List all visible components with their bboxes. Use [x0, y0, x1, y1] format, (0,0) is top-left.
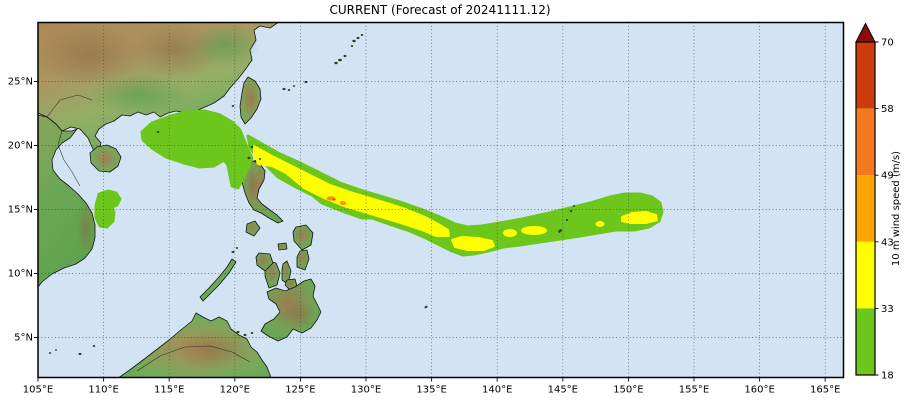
colorbar-tick-label: 43 [881, 237, 894, 248]
plot-title: CURRENT (Forecast of 20241111.12) [329, 3, 550, 17]
swath-green-18-33 [94, 109, 664, 257]
lat-label: 20°N [8, 141, 33, 152]
landmass-taiwan [239, 76, 262, 125]
colorbar-tick-label: 49 [881, 171, 894, 182]
landmass-hainan [89, 144, 122, 173]
graticule [38, 22, 844, 378]
colorbar-segment-49-58 [856, 108, 875, 176]
terrain-texture [38, 23, 318, 368]
colorbar-segment-43-49 [856, 175, 875, 242]
lon-label: 155°E [679, 385, 709, 396]
lon-label: 140°E [482, 385, 512, 396]
landmasses [38, 22, 322, 378]
country-borders [46, 94, 251, 372]
colorbar-tick-label: 18 [881, 371, 894, 382]
lon-label: 125°E [285, 385, 315, 396]
colorbar-tick-labels: 70 58 49 43 33 18 [881, 38, 894, 382]
colorbar-tick-label: 33 [881, 304, 894, 315]
colorbar-segment-18-33 [856, 308, 875, 375]
lon-label: 120°E [220, 385, 250, 396]
colorbar-ticks [875, 41, 879, 376]
lon-label: 145°E [548, 385, 578, 396]
swath-yellow-33-43 [253, 145, 658, 251]
lon-label: 115°E [154, 385, 184, 396]
lat-label: 10°N [8, 269, 33, 280]
lat-label: 5°N [14, 333, 33, 344]
small-islands [48, 34, 576, 356]
swath-orange-43-49 [326, 196, 347, 205]
colorbar-segment-33-43 [856, 241, 875, 309]
colorbar-axis-label: 10 m wind speed (m/s) [891, 151, 902, 266]
plot-frame [37, 21, 845, 379]
colorbar: 70 58 49 43 33 18 10 m wind speed (m/s) [855, 22, 902, 382]
axis-ticks [34, 81, 826, 382]
lat-label: 25°N [8, 77, 33, 88]
colorbar-segment-58-70 [856, 42, 875, 109]
landmass-visayas [245, 220, 314, 291]
landmass-palawan [199, 258, 237, 302]
lon-label: 135°E [416, 385, 446, 396]
lon-label: 105°E [23, 385, 53, 396]
lat-label: 15°N [8, 205, 33, 216]
lon-label: 165°E [810, 385, 840, 396]
colorbar-frame [855, 41, 876, 376]
x-axis-labels: 105°E 110°E 115°E 120°E 125°E 130°E 135°… [23, 385, 841, 396]
lon-label: 160°E [744, 385, 774, 396]
colorbar-tick-label: 58 [881, 104, 894, 115]
y-axis-labels: 25°N 20°N 15°N 10°N 5°N [8, 77, 33, 344]
lon-label: 130°E [351, 385, 381, 396]
lon-label: 150°E [613, 385, 643, 396]
wind-swath [94, 109, 664, 257]
lon-label: 110°E [88, 385, 118, 396]
colorbar-tick-label: 70 [881, 38, 894, 49]
